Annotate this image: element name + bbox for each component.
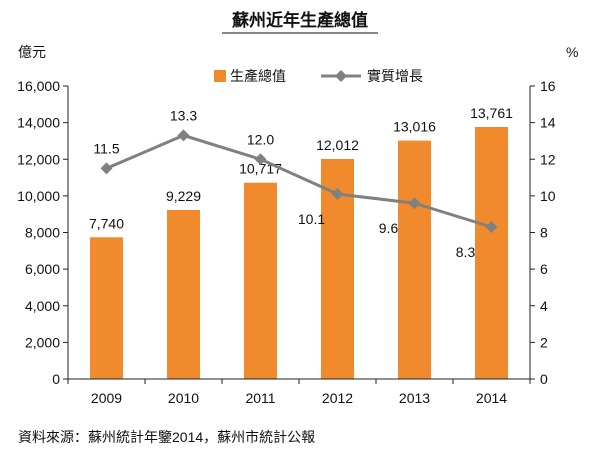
x-tick-label-2013: 2013 [399,390,430,406]
bar-2013 [398,140,431,379]
right-tick-label: 16 [540,78,556,94]
bar-2011 [244,182,277,379]
right-tick-label: 0 [540,371,548,387]
bar-label-2013: 13,016 [393,119,436,135]
right-tick-label: 2 [540,334,548,350]
left-tick-label: 4,000 [25,298,60,314]
growth-point-2012 [331,188,344,200]
legend-bar-swatch [214,70,226,82]
right-tick-label: 12 [540,151,556,167]
left-axis-unit: 億元 [18,44,46,60]
growth-point-2010 [177,129,190,142]
bar-2010 [167,210,200,379]
right-tick-label: 4 [540,298,548,314]
x-tick-label-2009: 2009 [91,390,122,406]
left-tick-label: 10,000 [17,188,60,204]
growth-label-2011: 12.0 [247,131,274,147]
growth-label-2014: 8.3 [456,244,476,260]
bar-2009 [90,237,123,379]
growth-label-2010: 13.3 [170,107,197,123]
line-series: 11.5 13.3 12.0 10.1 9.6 8.3 [93,107,498,260]
right-tick-label: 8 [540,225,548,241]
legend-line-marker [335,70,347,82]
x-tick-label-2012: 2012 [322,390,353,406]
growth-point-2009 [100,162,113,175]
right-tick-label: 6 [540,261,548,277]
growth-line [105,133,492,229]
legend: 生產總值 實質增長 [214,68,423,84]
growth-point-2014 [485,221,498,233]
growth-label-2009: 11.5 [93,140,119,156]
growth-point-2011 [254,153,267,166]
x-tick-label-2014: 2014 [476,390,507,406]
right-axis-unit: % [566,44,578,60]
left-tick-label: 8,000 [25,225,60,241]
growth-label-2012: 10.1 [298,211,325,227]
growth-label-2013: 9.6 [379,220,399,236]
legend-line-label: 實質增長 [367,68,423,84]
chart-title-text: 蘇州近年生產總值 [231,10,368,30]
legend-bar-label: 生產總值 [230,68,286,84]
left-tick-label: 6,000 [25,261,60,277]
left-tick-label: 16,000 [17,78,60,94]
bar-label-2010: 9,229 [166,188,201,204]
left-tick-label: 12,000 [17,151,60,167]
left-tick-label: 0 [52,371,60,387]
x-tick-label-2010: 2010 [168,390,199,406]
left-tick-label: 2,000 [25,334,60,350]
chart-title: 蘇州近年生產總值 [222,10,378,34]
left-tick-label: 14,000 [17,115,60,131]
bar-label-2009: 7,740 [89,215,124,231]
source-note: 資料來源：蘇州統計年鑒2014，蘇州市統計公報 [18,429,315,445]
bar-label-2012: 12,012 [316,137,359,153]
x-tick-label-2011: 2011 [245,390,275,406]
axes: 0 2,000 4,000 6,000 8,000 10,000 12,000 14,000 1… [17,78,556,406]
bar-2014 [475,127,508,379]
growth-point-2013 [408,197,421,210]
right-tick-label: 14 [540,115,556,131]
right-tick-label: 10 [540,188,556,204]
bar-label-2014: 13,761 [470,105,513,121]
